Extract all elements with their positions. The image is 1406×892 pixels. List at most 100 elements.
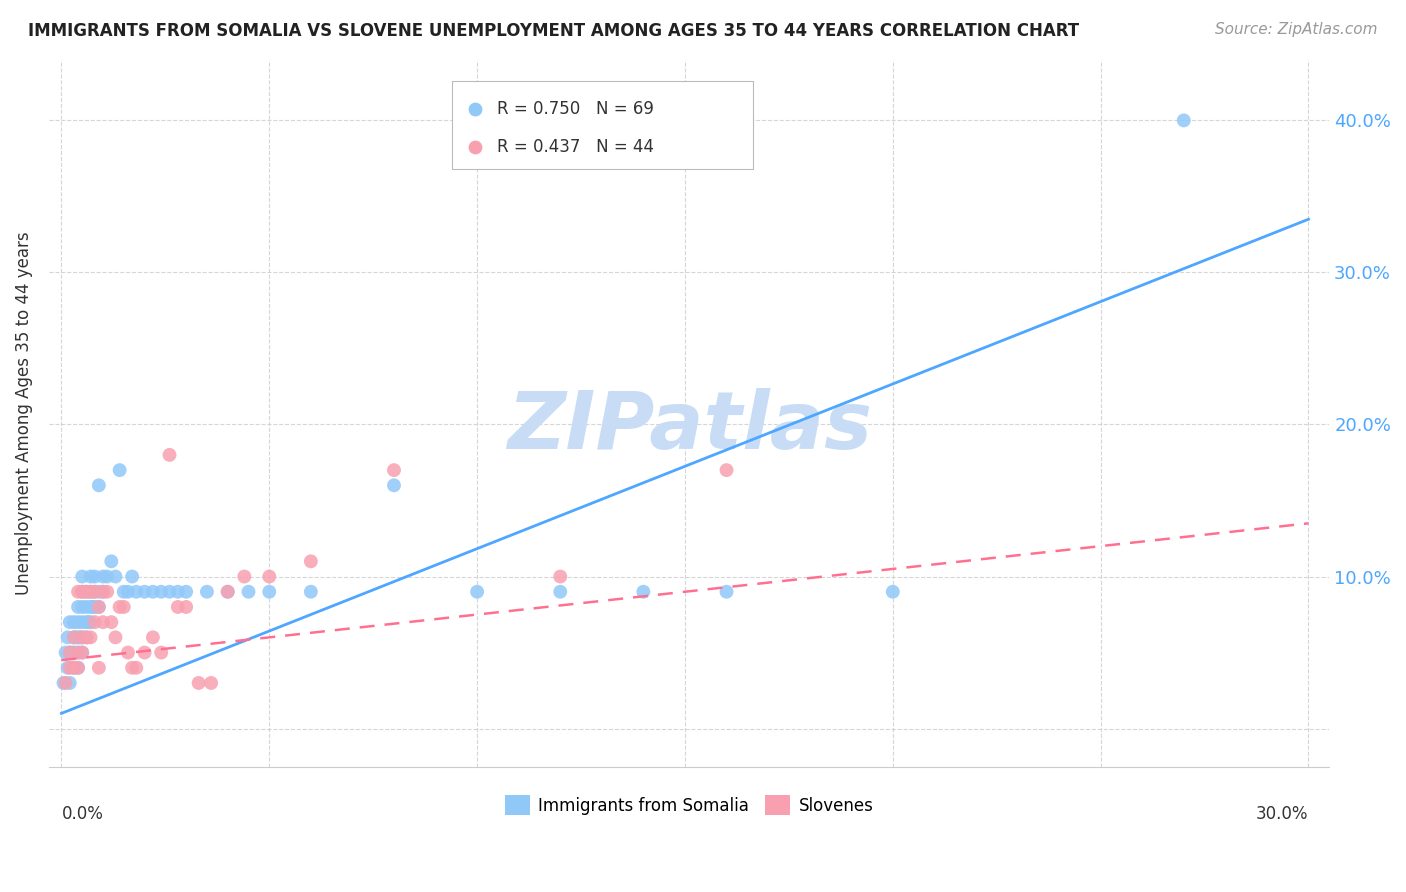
Point [67,615,90,629]
Point [70,615,93,629]
Text: R = 0.750   N = 69: R = 0.750 N = 69 [498,100,654,118]
Point [548,569,571,583]
Point [159,448,181,462]
Point [150,584,173,599]
Point [100,615,122,629]
Point [60,646,83,660]
Point [55,676,77,690]
Point [79,569,101,583]
Point [121,661,143,675]
Point [117,646,139,660]
Point [67,599,90,614]
Point [217,584,239,599]
Point [87,599,110,614]
Point [134,584,156,599]
Point [159,584,181,599]
Point [63,631,86,645]
Point [75,631,97,645]
Point [134,646,156,660]
Point [166,599,188,614]
Point [382,478,405,492]
Point [63,661,86,675]
Point [79,584,101,599]
Point [70,631,93,645]
Point [100,554,122,568]
Point [67,661,90,675]
Point [548,584,571,599]
Point [82,599,104,614]
Point [75,599,97,614]
Point [83,569,105,583]
Point [104,569,127,583]
Point [67,631,90,645]
Point [465,584,488,599]
Point [79,631,101,645]
Point [166,584,188,599]
Point [142,584,165,599]
Point [87,661,110,675]
Text: R = 0.437   N = 44: R = 0.437 N = 44 [498,137,654,155]
Point [79,584,101,599]
Point [75,615,97,629]
Point [121,569,143,583]
Point [91,615,114,629]
Point [633,584,655,599]
Text: ZIPatlas: ZIPatlas [506,388,872,467]
Point [67,646,90,660]
Point [104,631,127,645]
Y-axis label: Unemployment Among Ages 35 to 44 years: Unemployment Among Ages 35 to 44 years [15,231,32,595]
Point [125,661,148,675]
Point [79,599,101,614]
Point [174,584,197,599]
Point [299,554,322,568]
Point [79,615,101,629]
Point [67,661,90,675]
Point [87,599,110,614]
Point [91,584,114,599]
Point [63,661,86,675]
Point [59,646,82,660]
Point [56,661,79,675]
Point [70,584,93,599]
Point [59,661,82,675]
Point [59,615,82,629]
Point [195,584,218,599]
Point [70,631,93,645]
Point [117,584,139,599]
Point [112,584,135,599]
Point [75,631,97,645]
Point [200,676,222,690]
Point [125,584,148,599]
Point [108,599,131,614]
Point [150,646,173,660]
Text: 30.0%: 30.0% [1256,805,1309,823]
Point [75,584,97,599]
Point [259,569,281,583]
Legend: Immigrants from Somalia, Slovenes: Immigrants from Somalia, Slovenes [498,789,880,822]
Point [233,569,256,583]
Point [259,584,281,599]
Point [56,631,79,645]
Text: IMMIGRANTS FROM SOMALIA VS SLOVENE UNEMPLOYMENT AMONG AGES 35 TO 44 YEARS CORREL: IMMIGRANTS FROM SOMALIA VS SLOVENE UNEMP… [28,22,1080,40]
Point [67,584,90,599]
FancyBboxPatch shape [453,81,754,169]
Point [67,646,90,660]
Point [69,631,91,645]
Point [91,584,114,599]
Point [63,615,86,629]
Point [83,615,105,629]
Point [63,631,86,645]
Point [142,631,165,645]
Point [238,584,260,599]
Point [59,676,82,690]
Point [59,646,82,660]
Point [77,615,100,629]
Point [65,631,87,645]
Point [75,584,97,599]
Point [299,584,322,599]
Point [63,646,86,660]
Point [382,463,405,477]
Point [87,584,110,599]
Point [96,584,118,599]
Point [716,463,738,477]
